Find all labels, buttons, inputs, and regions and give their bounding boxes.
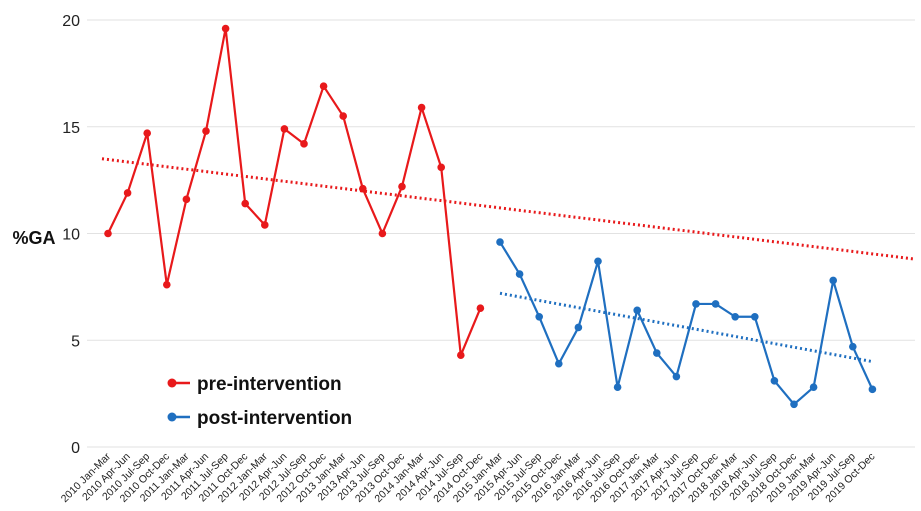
legend-swatch-marker	[167, 412, 177, 422]
legend-swatch-marker	[167, 378, 177, 388]
data-point-pre-intervention	[359, 184, 367, 193]
data-point-pre-intervention	[202, 127, 210, 135]
trendline-pre-intervention	[101, 157, 916, 261]
data-point-pre-intervention	[182, 195, 191, 204]
data-point-pre-intervention	[437, 163, 446, 172]
data-point-post-intervention	[868, 385, 877, 394]
y-tick-label: 10	[62, 227, 80, 244]
y-axis-label: %GA	[12, 228, 55, 248]
data-point-pre-intervention	[417, 103, 426, 112]
data-point-post-intervention	[633, 306, 641, 315]
data-point-post-intervention	[653, 349, 661, 357]
data-point-pre-intervention	[300, 140, 308, 148]
data-point-post-intervention	[555, 359, 563, 368]
data-point-pre-intervention	[241, 199, 249, 208]
data-point-post-intervention	[672, 372, 681, 381]
data-point-pre-intervention	[221, 24, 230, 33]
data-point-post-intervention	[594, 257, 602, 266]
legend-label-post-intervention: post-intervention	[197, 408, 352, 429]
y-tick-label: 0	[71, 440, 80, 457]
data-point-post-intervention	[731, 312, 739, 321]
data-point-pre-intervention	[280, 125, 289, 133]
trendline-post-intervention	[499, 291, 873, 364]
data-point-pre-intervention	[319, 82, 328, 90]
data-point-pre-intervention	[378, 229, 387, 238]
data-point-post-intervention	[809, 383, 818, 392]
legend-item-post-intervention: post-intervention	[167, 408, 352, 429]
data-point-post-intervention	[574, 323, 583, 332]
data-point-post-intervention	[496, 238, 504, 246]
y-tick-label: 15	[62, 120, 80, 137]
data-point-pre-intervention	[123, 189, 132, 197]
data-point-post-intervention	[751, 312, 759, 321]
trendlines	[101, 157, 916, 364]
data-point-pre-intervention	[398, 182, 406, 191]
y-tick-label: 5	[71, 333, 80, 350]
data-point-pre-intervention	[457, 351, 465, 359]
data-point-post-intervention	[515, 270, 524, 278]
data-point-post-intervention	[692, 300, 700, 308]
data-point-post-intervention	[613, 383, 622, 392]
series	[104, 24, 877, 409]
y-tick-label: 20	[62, 13, 80, 30]
legend-label-pre-intervention: pre-intervention	[197, 374, 342, 395]
data-point-pre-intervention	[261, 221, 269, 229]
data-point-pre-intervention	[143, 129, 151, 137]
data-point-pre-intervention	[476, 304, 485, 313]
series-line-post-intervention	[499, 241, 874, 406]
data-point-pre-intervention	[104, 229, 112, 238]
data-point-post-intervention	[770, 377, 779, 385]
data-point-pre-intervention	[339, 112, 348, 120]
legend-item-pre-intervention: pre-intervention	[167, 374, 342, 395]
gridlines	[87, 19, 915, 448]
y-axis-ticks: 0 5 10 15 20	[62, 13, 80, 457]
series-line-pre-intervention	[107, 27, 482, 357]
data-point-post-intervention	[535, 312, 543, 321]
data-point-post-intervention	[849, 342, 857, 351]
legend: pre-intervention post-intervention	[167, 374, 352, 429]
data-point-post-intervention	[790, 400, 798, 409]
data-point-post-intervention	[829, 276, 837, 285]
data-point-post-intervention	[711, 300, 720, 308]
data-point-pre-intervention	[163, 280, 171, 289]
